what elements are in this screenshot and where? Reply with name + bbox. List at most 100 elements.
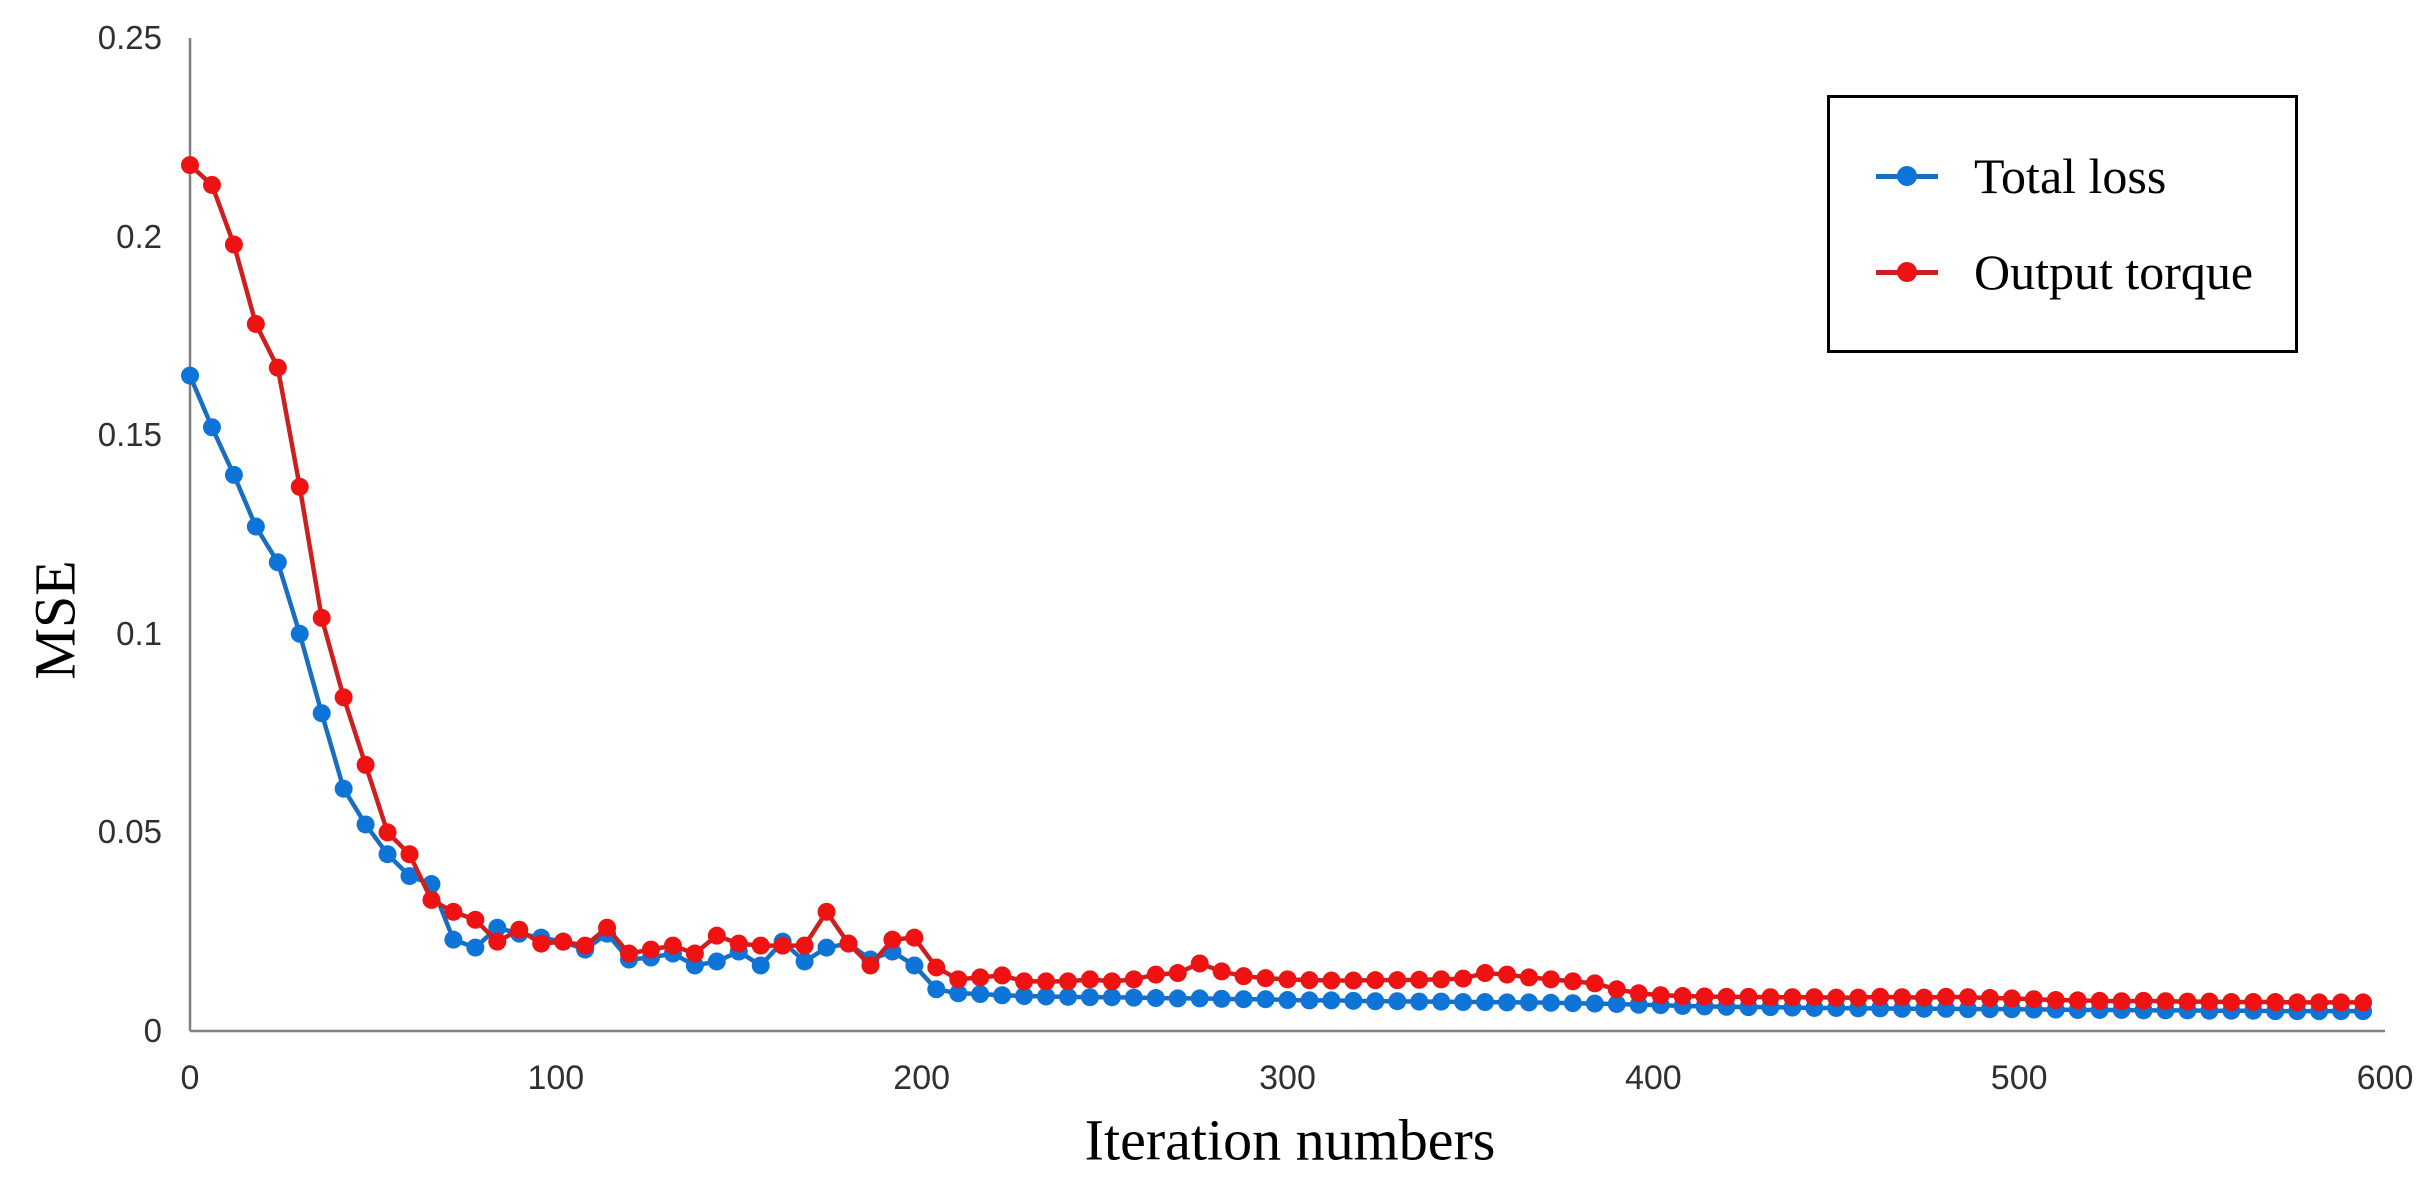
data-point xyxy=(400,845,419,864)
x-tick-label: 200 xyxy=(893,1059,951,1097)
data-point xyxy=(1037,987,1056,1006)
data-point xyxy=(795,936,814,955)
data-point xyxy=(422,890,441,909)
data-point xyxy=(949,984,968,1003)
data-point xyxy=(2222,993,2241,1012)
data-point xyxy=(839,934,858,953)
data-point xyxy=(1168,964,1187,983)
data-point xyxy=(312,704,331,723)
x-tick-label: 300 xyxy=(1259,1059,1316,1097)
data-point xyxy=(466,938,485,957)
axes xyxy=(188,38,2385,1033)
data-point xyxy=(488,932,507,951)
data-point xyxy=(2178,992,2197,1011)
series-line xyxy=(187,162,2366,1005)
data-point xyxy=(1015,987,1034,1006)
data-point xyxy=(1563,994,1582,1013)
data-point xyxy=(246,314,265,333)
x-tick-label: 0 xyxy=(180,1059,200,1097)
data-point xyxy=(488,918,507,937)
data-point xyxy=(1717,987,1736,1006)
data-point xyxy=(1102,988,1121,1007)
data-point xyxy=(1498,965,1516,984)
data-point xyxy=(1651,986,1670,1005)
data-point xyxy=(1322,991,1341,1010)
data-point xyxy=(1585,974,1604,993)
legend-label-total-loss: Total loss xyxy=(1974,148,2167,204)
data-point xyxy=(1607,994,1626,1013)
x-tick-label: 600 xyxy=(2356,1059,2414,1097)
data-point xyxy=(444,930,463,949)
data-point xyxy=(1059,972,1077,991)
data-point xyxy=(1234,967,1253,986)
data-point xyxy=(1519,968,1538,987)
data-point xyxy=(2068,991,2087,1010)
data-point xyxy=(2024,990,2043,1009)
y-tick-label: 0.15 xyxy=(97,416,162,454)
data-point xyxy=(2266,993,2285,1012)
legend: Total loss Output torque xyxy=(1827,95,2298,353)
x-axis-title: Iteration numbers xyxy=(1084,1107,1496,1173)
data-point xyxy=(1432,992,1451,1011)
data-point xyxy=(1388,971,1407,990)
data-point xyxy=(181,366,199,385)
data-point xyxy=(883,930,902,949)
data-point xyxy=(1498,993,1516,1012)
data-point xyxy=(1783,988,1802,1007)
data-point xyxy=(378,845,397,864)
data-point xyxy=(861,956,880,975)
data-point xyxy=(1124,988,1143,1007)
legend-label-output-torque: Output torque xyxy=(1974,244,2254,300)
data-point xyxy=(202,175,221,194)
data-point xyxy=(290,477,309,496)
data-point xyxy=(1805,988,1824,1007)
data-point xyxy=(905,928,924,947)
output-torque-line-marker-icon xyxy=(1876,262,1938,282)
output-torque-dot-icon xyxy=(1897,262,1917,282)
data-point xyxy=(1410,992,1429,1011)
total-loss-line-marker-icon xyxy=(1876,166,1938,186)
data-point xyxy=(751,956,770,975)
legend-item-total-loss: Total loss xyxy=(1830,148,2295,204)
data-point xyxy=(1212,962,1231,981)
data-point xyxy=(1190,954,1209,973)
data-point xyxy=(1168,989,1187,1008)
data-point xyxy=(1059,987,1077,1006)
data-point xyxy=(641,940,660,959)
data-point xyxy=(1278,970,1297,989)
data-point xyxy=(795,952,814,971)
data-point xyxy=(598,918,617,937)
data-point xyxy=(532,934,551,953)
data-point xyxy=(1322,971,1341,990)
y-tick-label: 0.2 xyxy=(116,217,162,255)
data-point xyxy=(1871,987,1890,1006)
data-point xyxy=(1344,991,1363,1010)
data-point xyxy=(312,608,331,627)
data-point xyxy=(1410,970,1429,989)
data-point xyxy=(751,936,770,955)
data-point xyxy=(1080,970,1099,989)
data-point xyxy=(993,986,1012,1005)
data-point xyxy=(663,936,682,955)
data-point xyxy=(268,553,287,572)
data-point xyxy=(1541,970,1560,989)
data-point xyxy=(356,815,375,834)
data-point xyxy=(729,934,748,953)
data-point xyxy=(1146,989,1165,1008)
x-tick-label: 400 xyxy=(1624,1059,1682,1097)
data-point xyxy=(1146,965,1165,984)
data-point xyxy=(1476,993,1495,1012)
data-point xyxy=(905,956,924,975)
data-point xyxy=(2112,992,2131,1011)
data-point xyxy=(1256,990,1275,1009)
data-point xyxy=(1980,989,1999,1008)
data-point xyxy=(1037,972,1056,991)
series-output-torque xyxy=(181,156,2373,1012)
data-point xyxy=(246,517,265,536)
y-tick-label: 0.25 xyxy=(97,19,162,56)
data-point xyxy=(1476,964,1495,983)
data-point xyxy=(927,980,946,999)
data-point xyxy=(707,952,726,971)
data-point xyxy=(685,944,704,963)
data-point xyxy=(707,926,726,945)
